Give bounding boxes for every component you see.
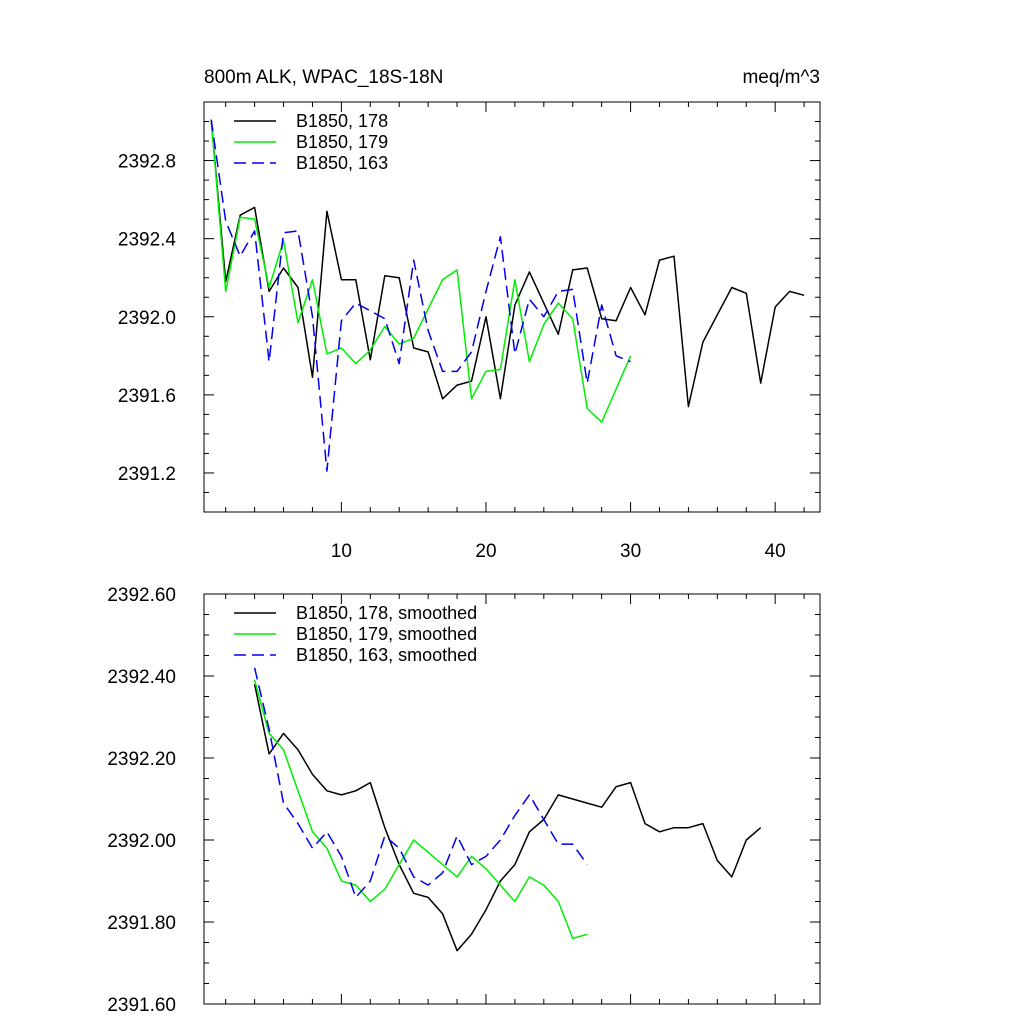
series-line-0 <box>210 119 805 408</box>
y-tick-label: 2392.4 <box>118 230 177 251</box>
y-tick-label: 2391.6 <box>118 386 176 407</box>
series-line-1 <box>210 119 632 423</box>
top-chart-title: 800m ALK, WPAC_18S-18N <box>204 67 443 88</box>
legend-label: B1850, 178 <box>296 111 388 131</box>
y-tick-label: 2392.8 <box>118 152 176 173</box>
legend-label: B1850, 163 <box>296 153 388 173</box>
top-chart-panel: 10 20 30 40 2391.2 2391.6 2392.0 2392.4 2392.8 B1… <box>118 101 821 562</box>
legend-label: B1850, 179 <box>296 132 388 152</box>
x-tick-label: 30 <box>620 541 641 562</box>
bottom-chart-panel: 2391.60 2391.80 2392.00 2392.20 2392.40 2392.… <box>107 585 821 1016</box>
y-tick-label: 2392.00 <box>107 831 176 852</box>
legend-label: B1850, 163, smoothed <box>296 645 477 665</box>
y-tick-label: 2392.20 <box>107 749 176 770</box>
series-line-1 <box>253 679 588 940</box>
y-tick-label: 2392.0 <box>118 308 176 329</box>
y-tick-label: 2391.60 <box>107 995 176 1016</box>
y-tick-label: 2392.60 <box>107 585 176 606</box>
y-tick-label: 2391.80 <box>107 913 176 934</box>
y-tick-label: 2391.2 <box>118 464 176 485</box>
legend-label: B1850, 179, smoothed <box>296 624 477 644</box>
legend-label: B1850, 178, smoothed <box>296 603 477 623</box>
plot-frame <box>203 101 821 513</box>
x-tick-label: 10 <box>331 541 352 562</box>
series-line-2 <box>253 667 588 899</box>
y-tick-label: 2392.40 <box>107 667 176 688</box>
x-tick-label: 40 <box>765 541 786 562</box>
series-line-2 <box>210 119 631 472</box>
top-chart-units: meq/m^3 <box>742 67 820 88</box>
x-tick-label: 20 <box>475 541 496 562</box>
series-line-0 <box>253 684 762 952</box>
